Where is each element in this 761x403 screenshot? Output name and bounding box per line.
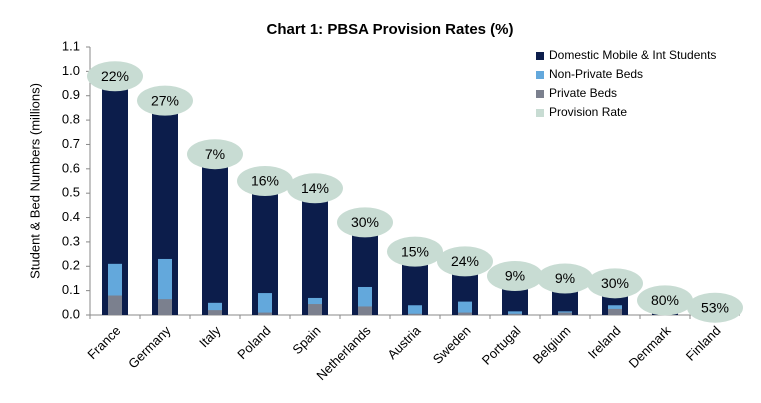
legend-marker (536, 71, 544, 79)
bar (258, 293, 272, 315)
y-tick-label: 0.6 (62, 160, 80, 175)
bar (258, 312, 272, 315)
y-tick-label: 1.0 (62, 63, 80, 78)
data-label: 16% (251, 173, 279, 189)
x-tick-label: Spain (289, 323, 323, 357)
y-tick-label: 1.1 (62, 38, 80, 53)
data-label: 27% (151, 92, 179, 108)
data-label: 30% (601, 275, 629, 291)
bar (158, 299, 172, 315)
data-label: 24% (451, 253, 479, 269)
provision-rate-marker (337, 207, 393, 238)
provision-rate-marker (587, 268, 643, 299)
x-tick-label: Sweden (430, 323, 474, 367)
provision-rate-marker (87, 61, 143, 92)
data-label: 30% (351, 214, 379, 230)
y-tick-label: 0.5 (62, 185, 80, 200)
data-label: 7% (205, 146, 225, 162)
bar (408, 305, 422, 315)
bar (208, 310, 222, 315)
provision-rate-marker (237, 166, 293, 196)
data-label: 53% (701, 299, 729, 315)
data-label: 9% (555, 270, 575, 286)
x-tick-label: Netherlands (313, 323, 374, 384)
y-tick-label: 0.3 (62, 233, 80, 248)
bar (302, 188, 328, 315)
y-tick-label: 0.8 (62, 112, 80, 127)
provision-rate-marker (537, 263, 593, 294)
legend-label: Domestic Mobile & Int Students (549, 48, 716, 62)
x-tick-label: Poland (234, 323, 273, 362)
bar (458, 312, 472, 315)
data-label: 14% (301, 180, 329, 196)
bar (308, 304, 322, 315)
provision-rate-marker (387, 236, 443, 267)
bar (608, 308, 622, 315)
legend-label: Private Beds (549, 86, 617, 100)
x-tick-label: Denmark (626, 323, 674, 371)
data-label: 22% (101, 68, 129, 84)
bar (252, 181, 278, 315)
x-tick-label: Italy (196, 323, 224, 351)
x-tick-label: Ireland (585, 323, 624, 362)
x-tick-label: France (84, 323, 123, 362)
y-tick-label: 0.2 (62, 258, 80, 273)
chart-title: Chart 1: PBSA Provision Rates (%) (267, 21, 514, 38)
x-tick-label: Belgium (530, 323, 574, 367)
y-tick-label: 0.7 (62, 136, 80, 151)
bar (458, 301, 472, 315)
bar (408, 313, 422, 315)
data-label: 9% (505, 268, 525, 284)
x-tick-label: Portugal (479, 323, 524, 368)
y-axis-label: Student & Bed Numbers (millions) (27, 83, 42, 279)
bar (358, 306, 372, 315)
bar (202, 154, 228, 315)
provision-rate-marker (287, 173, 343, 204)
legend-label: Non-Private Beds (549, 67, 643, 81)
bar (558, 312, 572, 315)
y-tick-label: 0.9 (62, 87, 80, 102)
legend-marker (536, 109, 544, 117)
data-label: 15% (401, 243, 429, 259)
provision-rate-marker (437, 246, 493, 277)
bar (508, 311, 522, 315)
provision-rate-marker (637, 285, 693, 316)
y-tick-label: 0.0 (62, 306, 80, 321)
legend-marker (536, 90, 544, 98)
x-tick-label: Finland (683, 323, 724, 364)
provision-rate-marker (137, 85, 193, 116)
y-tick-label: 0.4 (62, 209, 80, 224)
legend-label: Provision Rate (549, 105, 627, 119)
provision-rate-marker (687, 292, 743, 323)
bar (108, 295, 122, 315)
x-tick-label: Germany (125, 323, 174, 372)
provision-rate-marker (487, 261, 543, 292)
x-tick-label: Austria (384, 322, 424, 362)
data-label: 80% (651, 292, 679, 308)
bar (508, 313, 522, 315)
legend-marker (536, 52, 544, 60)
provision-rate-marker (187, 139, 243, 170)
y-tick-label: 0.1 (62, 282, 80, 297)
